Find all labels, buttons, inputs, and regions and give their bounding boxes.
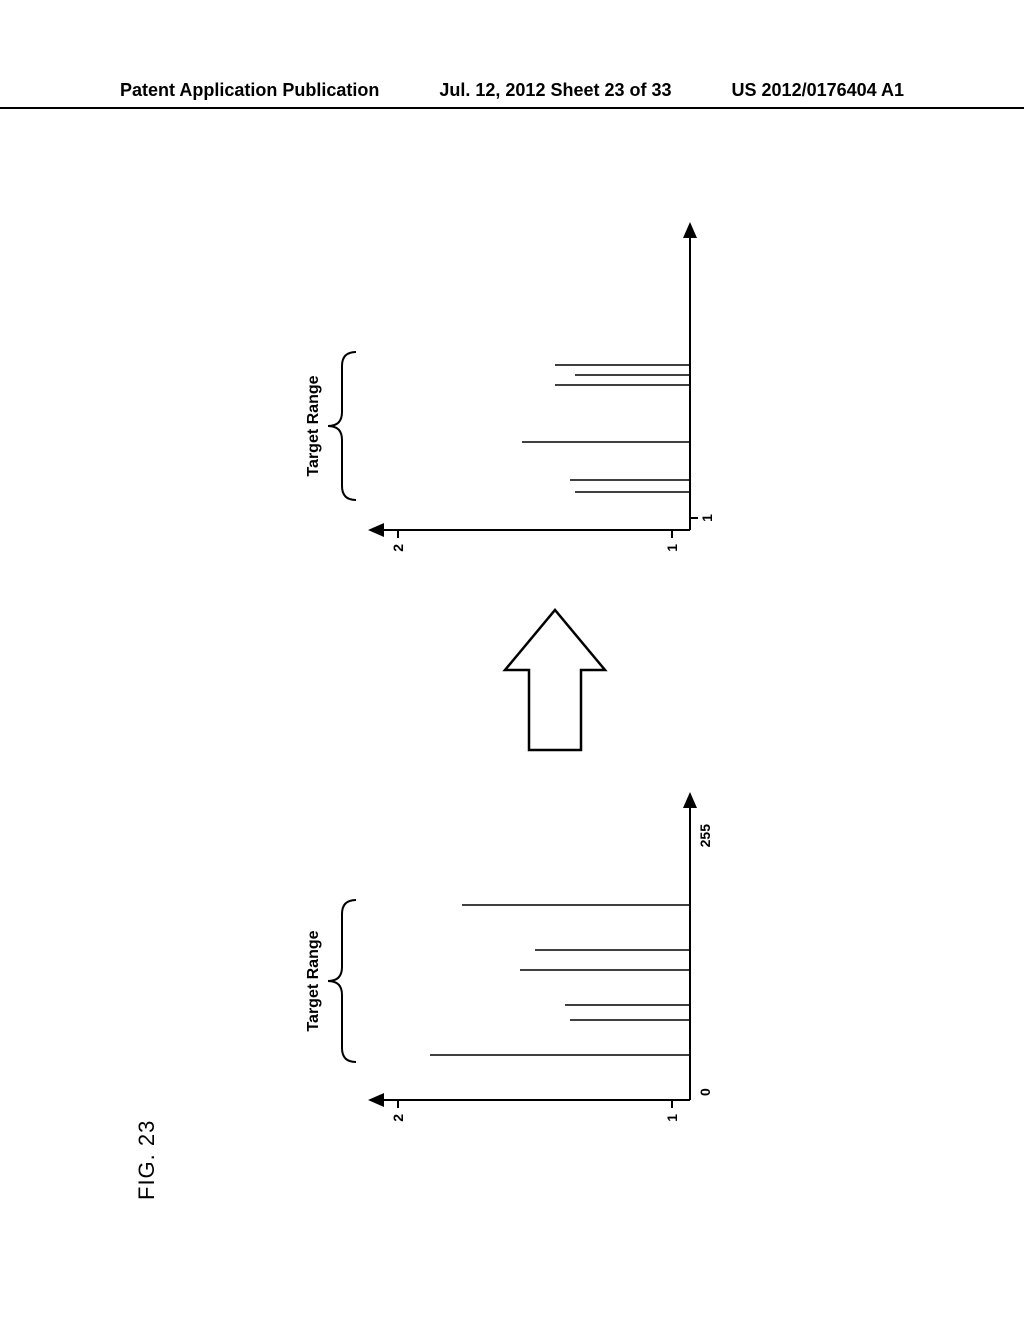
svg-text:Target Range: Target Range [305, 375, 322, 476]
svg-text:255: 255 [697, 824, 713, 848]
header-right: US 2012/0176404 A1 [732, 80, 904, 101]
header-row: Patent Application Publication Jul. 12, … [0, 80, 1024, 101]
figure-area: 1 2 0 255 Target Range 1 2 1 Target Range [230, 170, 790, 1170]
svg-text:Target Range: Target Range [305, 930, 322, 1031]
svg-text:1: 1 [664, 1114, 680, 1122]
figure-label: FIG. 23 [134, 1120, 160, 1200]
svg-text:1: 1 [664, 544, 680, 552]
svg-text:2: 2 [390, 1114, 406, 1122]
page: Patent Application Publication Jul. 12, … [0, 0, 1024, 1320]
header-left: Patent Application Publication [120, 80, 379, 101]
svg-text:1: 1 [699, 514, 715, 522]
figure-svg: 1 2 0 255 Target Range 1 2 1 Target Range [230, 170, 790, 1170]
page-header: Patent Application Publication Jul. 12, … [0, 80, 1024, 109]
svg-text:2: 2 [390, 544, 406, 552]
header-center: Jul. 12, 2012 Sheet 23 of 33 [439, 80, 671, 101]
svg-text:0: 0 [697, 1088, 713, 1096]
